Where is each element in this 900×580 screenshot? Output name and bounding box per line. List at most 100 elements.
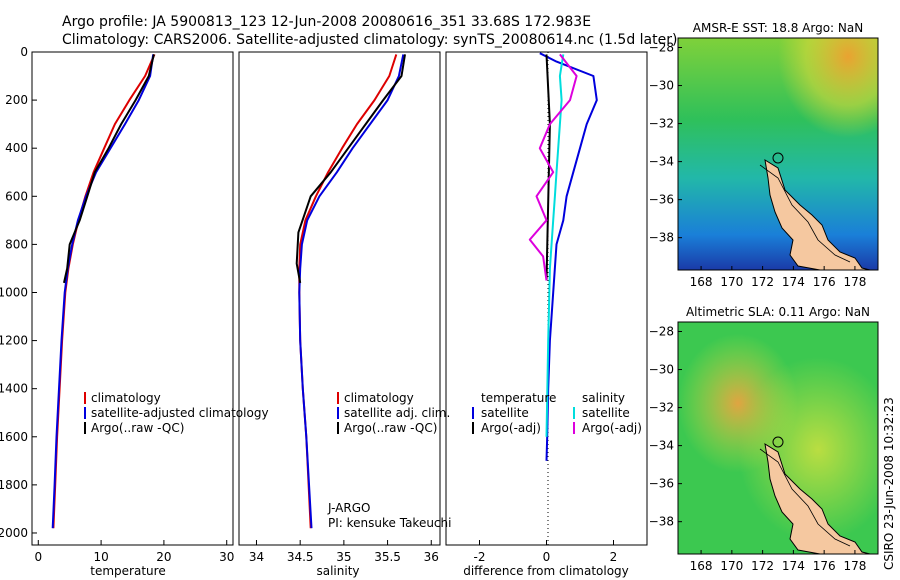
series-line-temperature-satellite [539, 52, 598, 461]
y-tick-label: 1200 [0, 334, 28, 348]
lon-tick-label: 178 [843, 559, 866, 573]
y-tick-label: 1400 [0, 382, 28, 396]
x-tick-label: 30 [219, 550, 234, 564]
lat-tick-label: −30 [649, 79, 674, 93]
figure-title-line2: Climatology: CARS2006. Satellite-adjuste… [62, 32, 677, 48]
series-line-salinity-satellite [545, 54, 565, 437]
sla-orange-patch [678, 322, 878, 554]
legend-sal-argo-label: Argo(..raw -QC) [344, 421, 437, 435]
sst-lon-tick-labels: 168 170 172 174 176 178 [690, 266, 866, 289]
lat-tick-label: −38 [649, 515, 674, 529]
y-tick-label: 2000 [0, 526, 28, 540]
sla-lon-tick-labels: 168 170 172 174 176 178 [690, 550, 866, 573]
x-tick-label: 10 [93, 550, 108, 564]
temperature-profile-panel: 0 200 400 600 800 1000 1200 1400 1600 1800 2000 0 1… [0, 45, 269, 578]
lon-tick-label: 176 [813, 559, 836, 573]
y-tick-label: 1600 [0, 430, 28, 444]
x-tick-label: 2 [610, 550, 618, 564]
legend-temp-argo-label: Argo(-adj) [481, 421, 541, 435]
land-mass-north-island-sla [764, 442, 871, 555]
temperature-legend: climatology satellite-adjusted climatolo… [84, 391, 269, 435]
y-tick-label: 1800 [0, 478, 28, 492]
lat-tick-label: −28 [649, 325, 674, 339]
y-tick-label: 0 [20, 45, 28, 59]
temperature-axes-frame [31, 51, 234, 546]
legend-climatology-label: climatology [91, 391, 161, 405]
pi-annotation: PI: kensuke Takeuchi [328, 516, 451, 530]
legend-argo-label: Argo(..raw -QC) [91, 421, 184, 435]
series-line-temperature-argo-adj- [545, 54, 551, 281]
x-tick-label: 35 [336, 550, 351, 564]
lon-tick-label: 178 [843, 275, 866, 289]
difference-legend: temperature satellite Argo(-adj) salinit… [472, 391, 642, 435]
series-line-satellite-adj-clim- [298, 54, 405, 529]
legend-satellite-label: satellite-adjusted climatology [91, 406, 269, 420]
x-tick-label: 34.5 [287, 550, 314, 564]
argo-float-marker [772, 152, 784, 164]
series-line-argo-raw-qc- [63, 54, 155, 284]
bathymetry-contour [759, 164, 851, 263]
depth-tick-labels: 0 200 400 600 800 1000 1200 1400 1600 1800 2000 [0, 45, 37, 540]
salinity-legend: climatology satellite adj. clim. Argo(..… [337, 391, 450, 435]
lon-tick-label: 168 [690, 275, 713, 289]
sst-map-title: AMSR-E SST: 18.8 Argo: NaN [693, 21, 863, 35]
difference-profile-panel: -2 0 2 difference from climatology tempera… [445, 51, 648, 578]
x-tick-label: 0 [34, 550, 42, 564]
series-line-argo-raw-qc- [295, 54, 406, 284]
lon-tick-label: 174 [782, 275, 805, 289]
sst-lat-tick-labels: −28 −30 −32 −34 −36 −38 [649, 41, 682, 245]
series-line-climatology [298, 54, 398, 529]
figure-title-line1: Argo profile: JA 5900813_123 12-Jun-2008… [62, 14, 591, 30]
jargo-annotation: J-ARGO [327, 501, 370, 515]
legend-sal-argoadj-label: Argo(-adj) [582, 421, 642, 435]
sst-warm-patch [678, 38, 878, 270]
land-mass-north-island [764, 158, 871, 271]
argo-float-marker-sla [772, 436, 784, 448]
y-tick-label: 400 [5, 141, 28, 155]
lat-tick-label: −30 [649, 363, 674, 377]
series-line-climatology [52, 54, 156, 529]
lat-tick-label: −32 [649, 117, 674, 131]
lat-tick-label: −36 [649, 477, 674, 491]
x-tick-label: 0 [543, 550, 551, 564]
salinity-profile-panel: 34 34.5 35 35.5 36 salinity climatology sate… [238, 51, 451, 578]
sla-map-frame [677, 321, 879, 555]
x-tick-label: 34 [249, 550, 264, 564]
legend-sal-satellite-label: satellite adj. clim. [344, 406, 450, 420]
series-line-salinity-argo-adj- [528, 53, 578, 281]
lat-tick-label: −32 [649, 401, 674, 415]
lat-tick-label: −34 [649, 439, 674, 453]
temperature-series-lines [51, 54, 156, 529]
sla-map-panel: Altimetric SLA: 0.11 Argo: NaN 168 170 172… [649, 305, 879, 573]
legend-sal-climatology-label: climatology [344, 391, 414, 405]
salinity-tick-labels: 34 34.5 35 35.5 36 [249, 540, 439, 564]
salinity-axes-frame [238, 51, 441, 546]
csiro-timestamp: CSIRO 23-Jun-2008 10:32:23 [882, 397, 896, 570]
difference-tick-labels: -2 0 2 [474, 540, 618, 564]
sla-map-title: Altimetric SLA: 0.11 Argo: NaN [686, 305, 870, 319]
lon-tick-label: 172 [751, 275, 774, 289]
sla-lat-tick-labels: −28 −30 −32 −34 −36 −38 [649, 325, 682, 529]
sst-map-frame [677, 37, 879, 271]
difference-axes-frame [445, 51, 648, 546]
lon-tick-label: 172 [751, 559, 774, 573]
legend-sal-sat-label: satellite [582, 406, 630, 420]
y-tick-label: 200 [5, 93, 28, 107]
lat-tick-label: −28 [649, 41, 674, 55]
y-tick-label: 1000 [0, 285, 28, 299]
legend-salinity-title: salinity [582, 391, 625, 405]
salinity-x-label: salinity [316, 564, 359, 578]
bathymetry-contour-sla [759, 448, 851, 547]
x-tick-label: 36 [424, 550, 439, 564]
temperature-x-label: temperature [90, 564, 165, 578]
lat-tick-label: −34 [649, 155, 674, 169]
y-tick-label: 800 [5, 237, 28, 251]
x-tick-label: -2 [474, 550, 486, 564]
lon-tick-label: 176 [813, 275, 836, 289]
x-tick-label: 35.5 [374, 550, 401, 564]
difference-series-lines [528, 52, 598, 461]
y-tick-label: 600 [5, 189, 28, 203]
lon-tick-label: 168 [690, 559, 713, 573]
legend-temp-satellite-label: satellite [481, 406, 529, 420]
